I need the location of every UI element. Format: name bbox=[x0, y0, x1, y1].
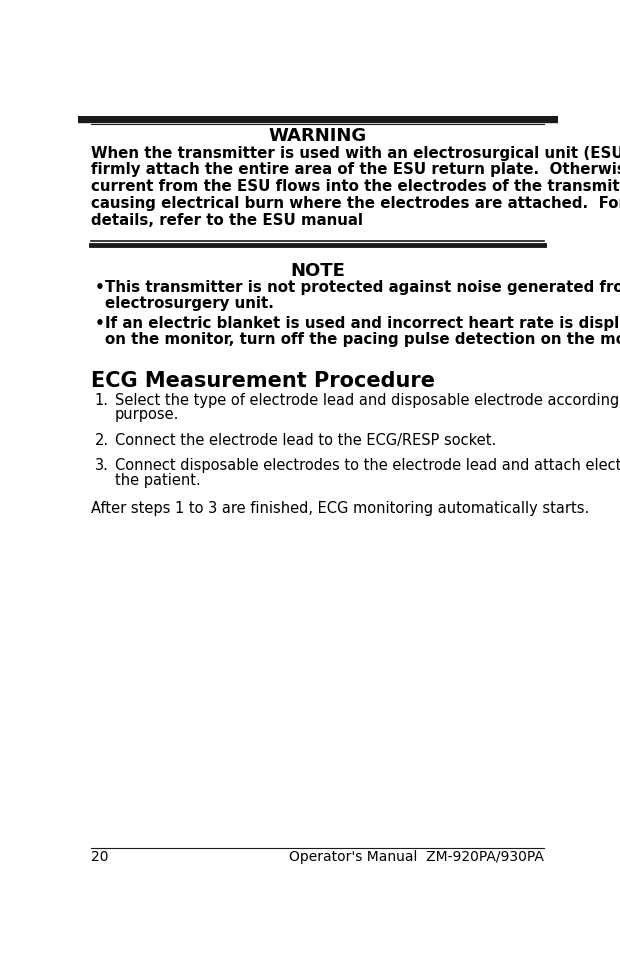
Text: If an electric blanket is used and incorrect heart rate is displayed: If an electric blanket is used and incor… bbox=[105, 316, 620, 330]
Text: 3.: 3. bbox=[94, 458, 108, 473]
Text: Connect the electrode lead to the ECG/RESP socket.: Connect the electrode lead to the ECG/RE… bbox=[115, 433, 496, 448]
Text: electrosurgery unit.: electrosurgery unit. bbox=[105, 297, 274, 311]
Text: firmly attach the entire area of the ESU return plate.  Otherwise, the: firmly attach the entire area of the ESU… bbox=[92, 163, 620, 177]
Text: When the transmitter is used with an electrosurgical unit (ESU),: When the transmitter is used with an ele… bbox=[92, 145, 620, 161]
Text: NOTE: NOTE bbox=[290, 262, 345, 280]
Text: purpose.: purpose. bbox=[115, 407, 179, 422]
Text: •: • bbox=[94, 280, 104, 296]
Text: 1.: 1. bbox=[94, 392, 108, 408]
Text: 2.: 2. bbox=[94, 433, 108, 448]
Text: After steps 1 to 3 are finished, ECG monitoring automatically starts.: After steps 1 to 3 are finished, ECG mon… bbox=[92, 501, 590, 516]
Text: Operator's Manual  ZM-920PA/930PA: Operator's Manual ZM-920PA/930PA bbox=[289, 850, 544, 864]
Text: details, refer to the ESU manual: details, refer to the ESU manual bbox=[92, 213, 363, 229]
Bar bbox=[78, 116, 558, 122]
Text: This transmitter is not protected against noise generated from an: This transmitter is not protected agains… bbox=[105, 280, 620, 296]
Text: 20: 20 bbox=[92, 850, 109, 864]
Text: the patient.: the patient. bbox=[115, 473, 200, 487]
Text: WARNING: WARNING bbox=[268, 127, 367, 145]
Text: ECG Measurement Procedure: ECG Measurement Procedure bbox=[92, 371, 435, 391]
Text: Connect disposable electrodes to the electrode lead and attach electrodes to: Connect disposable electrodes to the ele… bbox=[115, 458, 620, 473]
Text: on the monitor, turn off the pacing pulse detection on the monitor.: on the monitor, turn off the pacing puls… bbox=[105, 331, 620, 347]
Text: current from the ESU flows into the electrodes of the transmitter,: current from the ESU flows into the elec… bbox=[92, 179, 620, 195]
Text: Select the type of electrode lead and disposable electrode according to the: Select the type of electrode lead and di… bbox=[115, 392, 620, 408]
Text: •: • bbox=[94, 316, 104, 330]
Text: causing electrical burn where the electrodes are attached.  For: causing electrical burn where the electr… bbox=[92, 197, 620, 211]
